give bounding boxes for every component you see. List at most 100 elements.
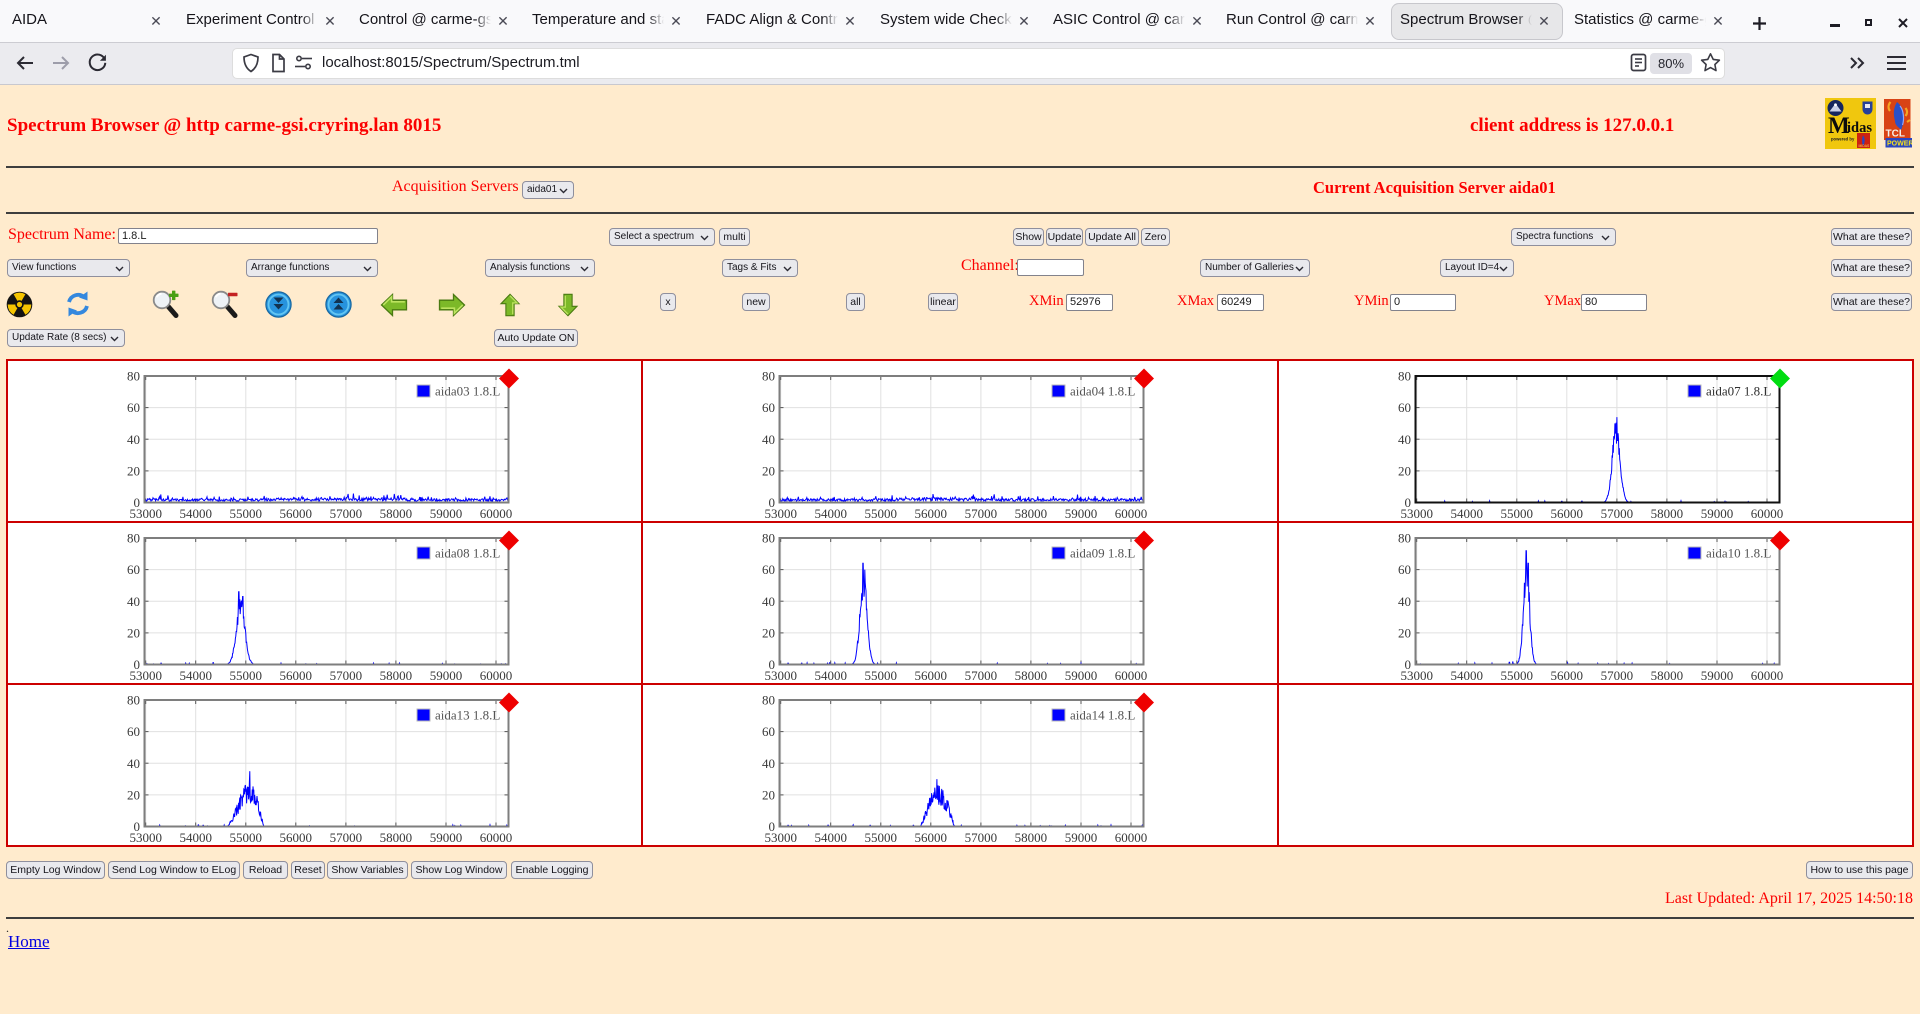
svg-text:55000: 55000 xyxy=(230,668,263,683)
svg-text:59000: 59000 xyxy=(1065,506,1098,521)
svg-text:80: 80 xyxy=(127,693,140,708)
svg-text:58000: 58000 xyxy=(1015,830,1048,845)
svg-text:56000: 56000 xyxy=(1551,506,1584,521)
svg-text:POWERED: POWERED xyxy=(1887,141,1912,148)
svg-text:aida08 1.8.L: aida08 1.8.L xyxy=(435,546,500,561)
svg-text:57000: 57000 xyxy=(1601,506,1634,521)
svg-text:60: 60 xyxy=(762,562,775,577)
svg-text:80: 80 xyxy=(127,531,140,546)
svg-text:40: 40 xyxy=(127,432,140,447)
svg-text:55000: 55000 xyxy=(865,506,898,521)
svg-text:80: 80 xyxy=(762,693,775,708)
svg-text:60000: 60000 xyxy=(1751,668,1784,683)
svg-text:aida10 1.8.L: aida10 1.8.L xyxy=(1706,546,1771,561)
svg-text:58000: 58000 xyxy=(380,830,413,845)
svg-text:55000: 55000 xyxy=(1501,506,1534,521)
svg-text:60000: 60000 xyxy=(480,506,513,521)
svg-text:40: 40 xyxy=(762,432,775,447)
svg-text:0: 0 xyxy=(134,657,141,672)
svg-text:54000: 54000 xyxy=(814,668,847,683)
svg-text:57000: 57000 xyxy=(1601,668,1634,683)
svg-text:20: 20 xyxy=(762,463,775,478)
svg-text:M: M xyxy=(1828,113,1850,138)
svg-text:57000: 57000 xyxy=(330,830,363,845)
svg-text:53000: 53000 xyxy=(764,830,797,845)
svg-text:54000: 54000 xyxy=(1450,506,1483,521)
svg-text:aida07 1.8.L: aida07 1.8.L xyxy=(1706,384,1771,399)
svg-text:60: 60 xyxy=(1398,400,1411,415)
svg-text:57000: 57000 xyxy=(965,506,998,521)
svg-text:59000: 59000 xyxy=(430,668,463,683)
svg-text:20: 20 xyxy=(762,787,775,802)
svg-text:0: 0 xyxy=(769,657,776,672)
svg-text:TCL: TCL xyxy=(1886,129,1905,140)
svg-text:56000: 56000 xyxy=(915,506,948,521)
svg-text:53000: 53000 xyxy=(129,830,162,845)
svg-text:20: 20 xyxy=(127,463,140,478)
svg-text:60000: 60000 xyxy=(1115,830,1148,845)
svg-text:56000: 56000 xyxy=(915,830,948,845)
svg-text:56000: 56000 xyxy=(915,668,948,683)
svg-text:20: 20 xyxy=(127,787,140,802)
svg-text:57000: 57000 xyxy=(965,668,998,683)
svg-text:55000: 55000 xyxy=(865,668,898,683)
svg-text:40: 40 xyxy=(1398,432,1411,447)
svg-text:56000: 56000 xyxy=(280,830,313,845)
svg-text:aida09 1.8.L: aida09 1.8.L xyxy=(1070,546,1135,561)
svg-text:55000: 55000 xyxy=(230,830,263,845)
svg-text:0: 0 xyxy=(134,495,141,510)
svg-text:40: 40 xyxy=(1398,594,1411,609)
svg-text:60000: 60000 xyxy=(1751,506,1784,521)
svg-text:57000: 57000 xyxy=(330,506,363,521)
svg-text:0: 0 xyxy=(1405,657,1412,672)
svg-text:idas: idas xyxy=(1847,120,1872,136)
svg-text:60000: 60000 xyxy=(480,668,513,683)
svg-text:powered by: powered by xyxy=(1831,137,1855,142)
svg-text:0: 0 xyxy=(769,495,776,510)
svg-text:60: 60 xyxy=(1398,562,1411,577)
svg-text:57000: 57000 xyxy=(965,830,998,845)
svg-text:20: 20 xyxy=(127,625,140,640)
svg-text:60: 60 xyxy=(127,724,140,739)
svg-text:20: 20 xyxy=(1398,625,1411,640)
svg-text:54000: 54000 xyxy=(814,506,847,521)
svg-text:54000: 54000 xyxy=(1450,668,1483,683)
svg-text:55000: 55000 xyxy=(865,830,898,845)
svg-text:54000: 54000 xyxy=(179,830,212,845)
svg-text:60000: 60000 xyxy=(1115,668,1148,683)
svg-text:60: 60 xyxy=(762,724,775,739)
svg-text:59000: 59000 xyxy=(1065,830,1098,845)
svg-text:58000: 58000 xyxy=(1651,668,1684,683)
svg-text:58000: 58000 xyxy=(380,668,413,683)
svg-text:aida13 1.8.L: aida13 1.8.L xyxy=(435,708,500,723)
svg-text:54000: 54000 xyxy=(179,668,212,683)
svg-text:aida14 1.8.L: aida14 1.8.L xyxy=(1070,708,1135,723)
svg-text:54000: 54000 xyxy=(814,830,847,845)
svg-text:55000: 55000 xyxy=(230,506,263,521)
svg-text:59000: 59000 xyxy=(430,830,463,845)
svg-text:54000: 54000 xyxy=(179,506,212,521)
svg-text:aida04 1.8.L: aida04 1.8.L xyxy=(1070,384,1135,399)
svg-text:0: 0 xyxy=(1405,495,1412,510)
svg-text:59000: 59000 xyxy=(1065,668,1098,683)
svg-text:80: 80 xyxy=(1398,369,1411,384)
svg-text:80: 80 xyxy=(1398,531,1411,546)
svg-text:60000: 60000 xyxy=(1115,506,1148,521)
svg-text:80: 80 xyxy=(127,369,140,384)
svg-text:53000: 53000 xyxy=(1400,506,1433,521)
svg-text:60: 60 xyxy=(127,400,140,415)
svg-text:57000: 57000 xyxy=(330,668,363,683)
svg-text:53000: 53000 xyxy=(1400,668,1433,683)
svg-text:53000: 53000 xyxy=(764,668,797,683)
svg-text:53000: 53000 xyxy=(129,506,162,521)
svg-text:58000: 58000 xyxy=(1651,506,1684,521)
svg-text:60: 60 xyxy=(762,400,775,415)
svg-text:53000: 53000 xyxy=(764,506,797,521)
svg-text:56000: 56000 xyxy=(280,668,313,683)
svg-text:60: 60 xyxy=(127,562,140,577)
svg-text:53000: 53000 xyxy=(129,668,162,683)
svg-text:60000: 60000 xyxy=(480,830,513,845)
svg-text:59000: 59000 xyxy=(430,506,463,521)
svg-text:58000: 58000 xyxy=(380,506,413,521)
svg-text:55000: 55000 xyxy=(1501,668,1534,683)
